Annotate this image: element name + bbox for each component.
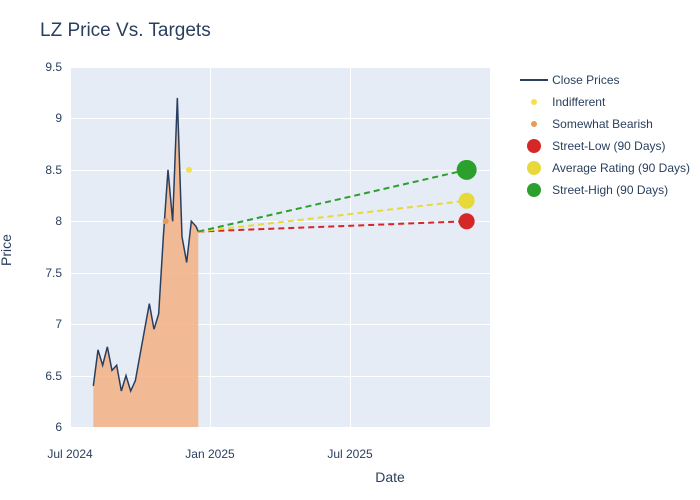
- legend-item[interactable]: Street-High (90 Days): [520, 180, 690, 200]
- legend-item[interactable]: Somewhat Bearish: [520, 114, 690, 134]
- chart-title: LZ Price Vs. Targets: [40, 20, 680, 42]
- x-axis-label: Date: [375, 469, 405, 485]
- legend: Close Prices Indifferent Somewhat Bearish S…: [520, 70, 690, 202]
- y-axis-label: Price: [0, 234, 14, 266]
- legend-item[interactable]: Indifferent: [520, 92, 690, 112]
- legend-marker-icon: [520, 70, 548, 90]
- y-tick-label: 8: [55, 214, 62, 228]
- legend-marker-icon: [520, 114, 548, 134]
- legend-label: Indifferent: [552, 95, 605, 109]
- legend-marker-icon: [520, 180, 548, 200]
- y-tick-label: 7: [55, 317, 62, 331]
- y-tick-label: 7.5: [45, 266, 62, 280]
- legend-label: Somewhat Bearish: [552, 117, 653, 131]
- x-tick-label: Jul 2025: [327, 447, 372, 461]
- legend-item[interactable]: Close Prices: [520, 70, 690, 90]
- y-tick-label: 6: [55, 420, 62, 434]
- plot-area: 66.577.588.599.5 Jul 2024Jan 2025Jul 202…: [70, 67, 490, 427]
- chart-svg: [70, 67, 490, 427]
- y-tick-label: 8.5: [45, 163, 62, 177]
- y-tick-label: 9.5: [45, 60, 62, 74]
- legend-item[interactable]: Street-Low (90 Days): [520, 136, 690, 156]
- y-tick-label: 9: [55, 111, 62, 125]
- legend-marker-icon: [520, 136, 548, 156]
- legend-label: Street-High (90 Days): [552, 183, 668, 197]
- legend-marker-icon: [520, 92, 548, 112]
- legend-label: Street-Low (90 Days): [552, 139, 665, 153]
- chart-container: LZ Price Vs. Targets Price 66.577.588.59…: [0, 0, 700, 500]
- x-tick-label: Jul 2024: [47, 447, 92, 461]
- y-tick-label: 6.5: [45, 369, 62, 383]
- legend-label: Average Rating (90 Days): [552, 161, 690, 175]
- legend-marker-icon: [520, 158, 548, 178]
- x-tick-label: Jan 2025: [185, 447, 234, 461]
- legend-label: Close Prices: [552, 73, 619, 87]
- legend-item[interactable]: Average Rating (90 Days): [520, 158, 690, 178]
